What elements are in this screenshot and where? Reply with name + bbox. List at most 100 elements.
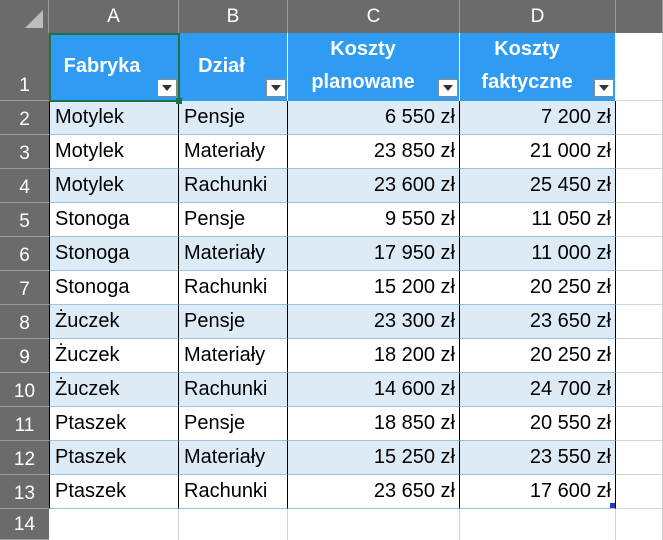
empty-cell[interactable] — [616, 237, 663, 271]
column-header-c[interactable]: C — [288, 0, 460, 33]
cell-fabryka[interactable]: Stonoga — [49, 271, 179, 305]
header-dzial[interactable]: Dział — [179, 33, 288, 101]
row-header-8[interactable]: 8 — [0, 305, 49, 339]
cell-koszty-faktyczne[interactable]: 11 000 zł — [460, 237, 616, 271]
cell-fabryka[interactable]: Żuczek — [49, 339, 179, 373]
cell-koszty-planowane[interactable]: 17 950 zł — [288, 237, 460, 271]
cell-koszty-faktyczne[interactable]: 20 550 zł — [460, 407, 616, 441]
empty-cell[interactable] — [616, 135, 663, 169]
cell-koszty-faktyczne[interactable]: 24 700 zł — [460, 373, 616, 407]
cell-koszty-faktyczne[interactable]: 23 650 zł — [460, 305, 616, 339]
cell-fabryka[interactable]: Ptaszek — [49, 407, 179, 441]
cell-dzial[interactable]: Rachunki — [179, 475, 288, 509]
row-header-9[interactable]: 9 — [0, 339, 49, 373]
cell-fabryka[interactable]: Motylek — [49, 169, 179, 203]
cell-koszty-planowane[interactable]: 18 850 zł — [288, 407, 460, 441]
cell-fabryka[interactable]: Motylek — [49, 135, 179, 169]
cell-dzial[interactable]: Rachunki — [179, 271, 288, 305]
row-header-6[interactable]: 6 — [0, 237, 49, 271]
cell-koszty-planowane[interactable]: 23 300 zł — [288, 305, 460, 339]
cell-koszty-planowane[interactable]: 15 200 zł — [288, 271, 460, 305]
cell-fabryka[interactable]: Stonoga — [49, 237, 179, 271]
cell-koszty-faktyczne[interactable]: 20 250 zł — [460, 339, 616, 373]
empty-cell[interactable] — [616, 101, 663, 135]
cell-koszty-planowane[interactable]: 9 550 zł — [288, 203, 460, 237]
column-header-d[interactable]: D — [460, 0, 616, 33]
cell-dzial[interactable]: Pensje — [179, 407, 288, 441]
cell-koszty-faktyczne[interactable]: 21 000 zł — [460, 135, 616, 169]
column-header-b[interactable]: B — [179, 0, 288, 33]
row-header-2[interactable]: 2 — [0, 101, 49, 135]
chevron-down-icon — [443, 85, 453, 91]
fill-handle[interactable] — [176, 98, 182, 104]
cell-koszty-faktyczne[interactable]: 20 250 zł — [460, 271, 616, 305]
cell-dzial[interactable]: Pensje — [179, 101, 288, 135]
cell-dzial[interactable]: Materiały — [179, 237, 288, 271]
cell-koszty-faktyczne[interactable]: 17 600 zł — [460, 475, 616, 509]
cell-fabryka[interactable]: Ptaszek — [49, 441, 179, 475]
filter-dropdown-button[interactable] — [594, 79, 614, 97]
empty-cell[interactable] — [616, 203, 663, 237]
empty-cell[interactable] — [616, 407, 663, 441]
empty-cell[interactable] — [616, 475, 663, 509]
header-label-line1: Koszty — [330, 38, 396, 60]
empty-cell[interactable] — [179, 509, 288, 540]
header-label-line1: Koszty — [494, 38, 560, 60]
header-fabryka[interactable]: Fabryka — [49, 33, 179, 101]
cell-koszty-faktyczne[interactable]: 25 450 zł — [460, 169, 616, 203]
column-header-e[interactable] — [616, 0, 663, 33]
filter-dropdown-button[interactable] — [266, 79, 286, 97]
cell-koszty-faktyczne[interactable]: 7 200 zł — [460, 101, 616, 135]
cell-dzial[interactable]: Rachunki — [179, 373, 288, 407]
cell-koszty-planowane[interactable]: 15 250 zł — [288, 441, 460, 475]
column-header-a[interactable]: A — [49, 0, 179, 33]
cell-dzial[interactable]: Materiały — [179, 441, 288, 475]
filter-dropdown-button[interactable] — [157, 79, 177, 97]
cell-dzial[interactable]: Pensje — [179, 203, 288, 237]
row-header-10[interactable]: 10 — [0, 373, 49, 407]
empty-cell[interactable] — [49, 509, 179, 540]
header-koszty-planowane[interactable]: Koszty planowane — [288, 33, 460, 101]
row-header-4[interactable]: 4 — [0, 169, 49, 203]
row-header-7[interactable]: 7 — [0, 271, 49, 305]
empty-cell[interactable] — [616, 305, 663, 339]
select-all-button[interactable] — [0, 0, 49, 33]
row-header-5[interactable]: 5 — [0, 203, 49, 237]
cell-dzial[interactable]: Materiały — [179, 339, 288, 373]
row-header-1[interactable]: 1 — [0, 33, 49, 101]
cell-dzial[interactable]: Rachunki — [179, 169, 288, 203]
empty-cell[interactable] — [460, 509, 616, 540]
cell-fabryka[interactable]: Stonoga — [49, 203, 179, 237]
empty-cell[interactable] — [616, 169, 663, 203]
cell-fabryka[interactable]: Motylek — [49, 101, 179, 135]
row-header-13[interactable]: 13 — [0, 475, 49, 509]
cell-fabryka[interactable]: Żuczek — [49, 305, 179, 339]
cell-dzial[interactable]: Pensje — [179, 305, 288, 339]
row-header-3[interactable]: 3 — [0, 135, 49, 169]
cell-koszty-planowane[interactable]: 23 650 zł — [288, 475, 460, 509]
empty-cell[interactable] — [616, 373, 663, 407]
cell-koszty-planowane[interactable]: 6 550 zł — [288, 101, 460, 135]
row-header-11[interactable]: 11 — [0, 407, 49, 441]
cell-koszty-faktyczne[interactable]: 23 550 zł — [460, 441, 616, 475]
cell-dzial[interactable]: Materiały — [179, 135, 288, 169]
chevron-down-icon — [162, 85, 172, 91]
cell-koszty-planowane[interactable]: 23 850 zł — [288, 135, 460, 169]
row-header-12[interactable]: 12 — [0, 441, 49, 475]
table-resize-handle[interactable] — [610, 503, 615, 508]
row-header-14[interactable]: 14 — [0, 509, 49, 540]
cell-koszty-planowane[interactable]: 14 600 zł — [288, 373, 460, 407]
cell-fabryka[interactable]: Żuczek — [49, 373, 179, 407]
cell-fabryka[interactable]: Ptaszek — [49, 475, 179, 509]
filter-dropdown-button[interactable] — [438, 79, 458, 97]
cell-koszty-faktyczne[interactable]: 11 050 zł — [460, 203, 616, 237]
header-koszty-faktyczne[interactable]: Koszty faktyczne — [460, 33, 616, 101]
empty-cell[interactable] — [616, 441, 663, 475]
empty-cell[interactable] — [616, 271, 663, 305]
empty-cell[interactable] — [616, 33, 663, 101]
cell-koszty-planowane[interactable]: 18 200 zł — [288, 339, 460, 373]
chevron-down-icon — [599, 85, 609, 91]
cell-koszty-planowane[interactable]: 23 600 zł — [288, 169, 460, 203]
empty-cell[interactable] — [616, 339, 663, 373]
empty-cell[interactable] — [288, 509, 460, 540]
